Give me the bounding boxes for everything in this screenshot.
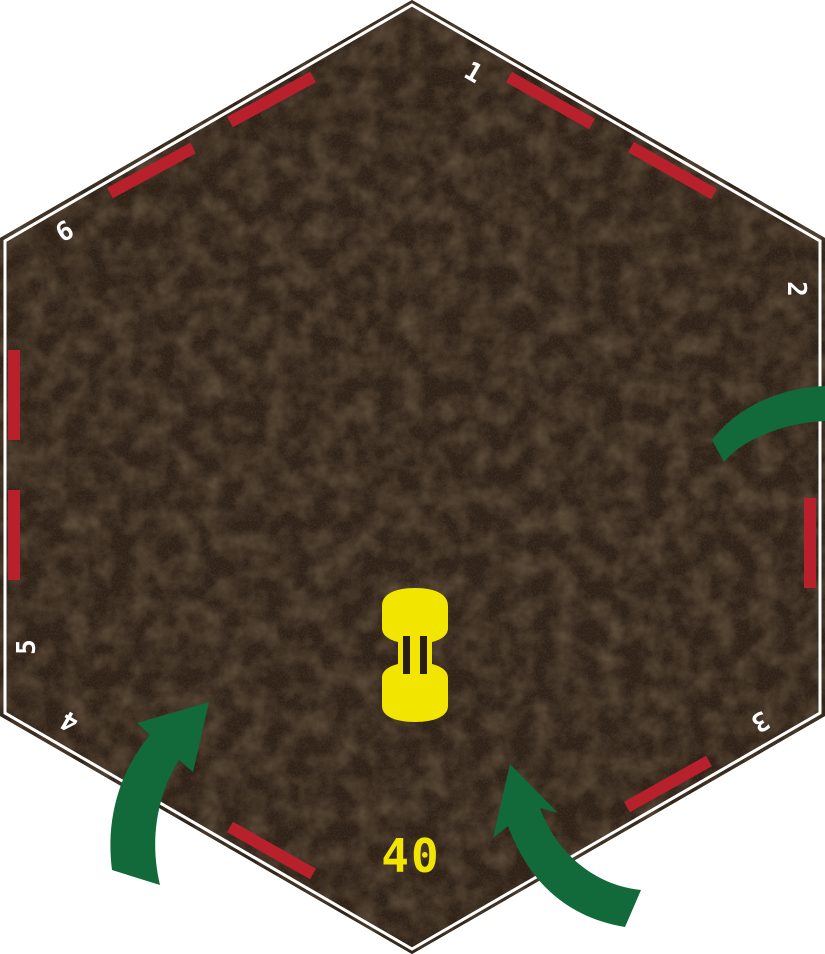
curved-arrow-icon [712, 386, 825, 462]
arrow-group [110, 386, 825, 927]
side-label-5: 5 [12, 639, 42, 655]
curved-arrow-icon [493, 764, 641, 927]
tile-number: 40 [381, 829, 440, 883]
side-label-2: 2 [781, 281, 811, 297]
wall-segment [506, 71, 595, 130]
wall-segment [628, 141, 717, 200]
wall-segment [624, 755, 712, 813]
wall-segments [8, 71, 816, 880]
hex-edge-line [3, 3, 822, 951]
race-car-icon [382, 588, 448, 722]
wall-segment [227, 821, 316, 880]
curved-arrow-icon [110, 702, 209, 885]
wall-segment [227, 71, 316, 128]
wall-segment [107, 142, 196, 199]
